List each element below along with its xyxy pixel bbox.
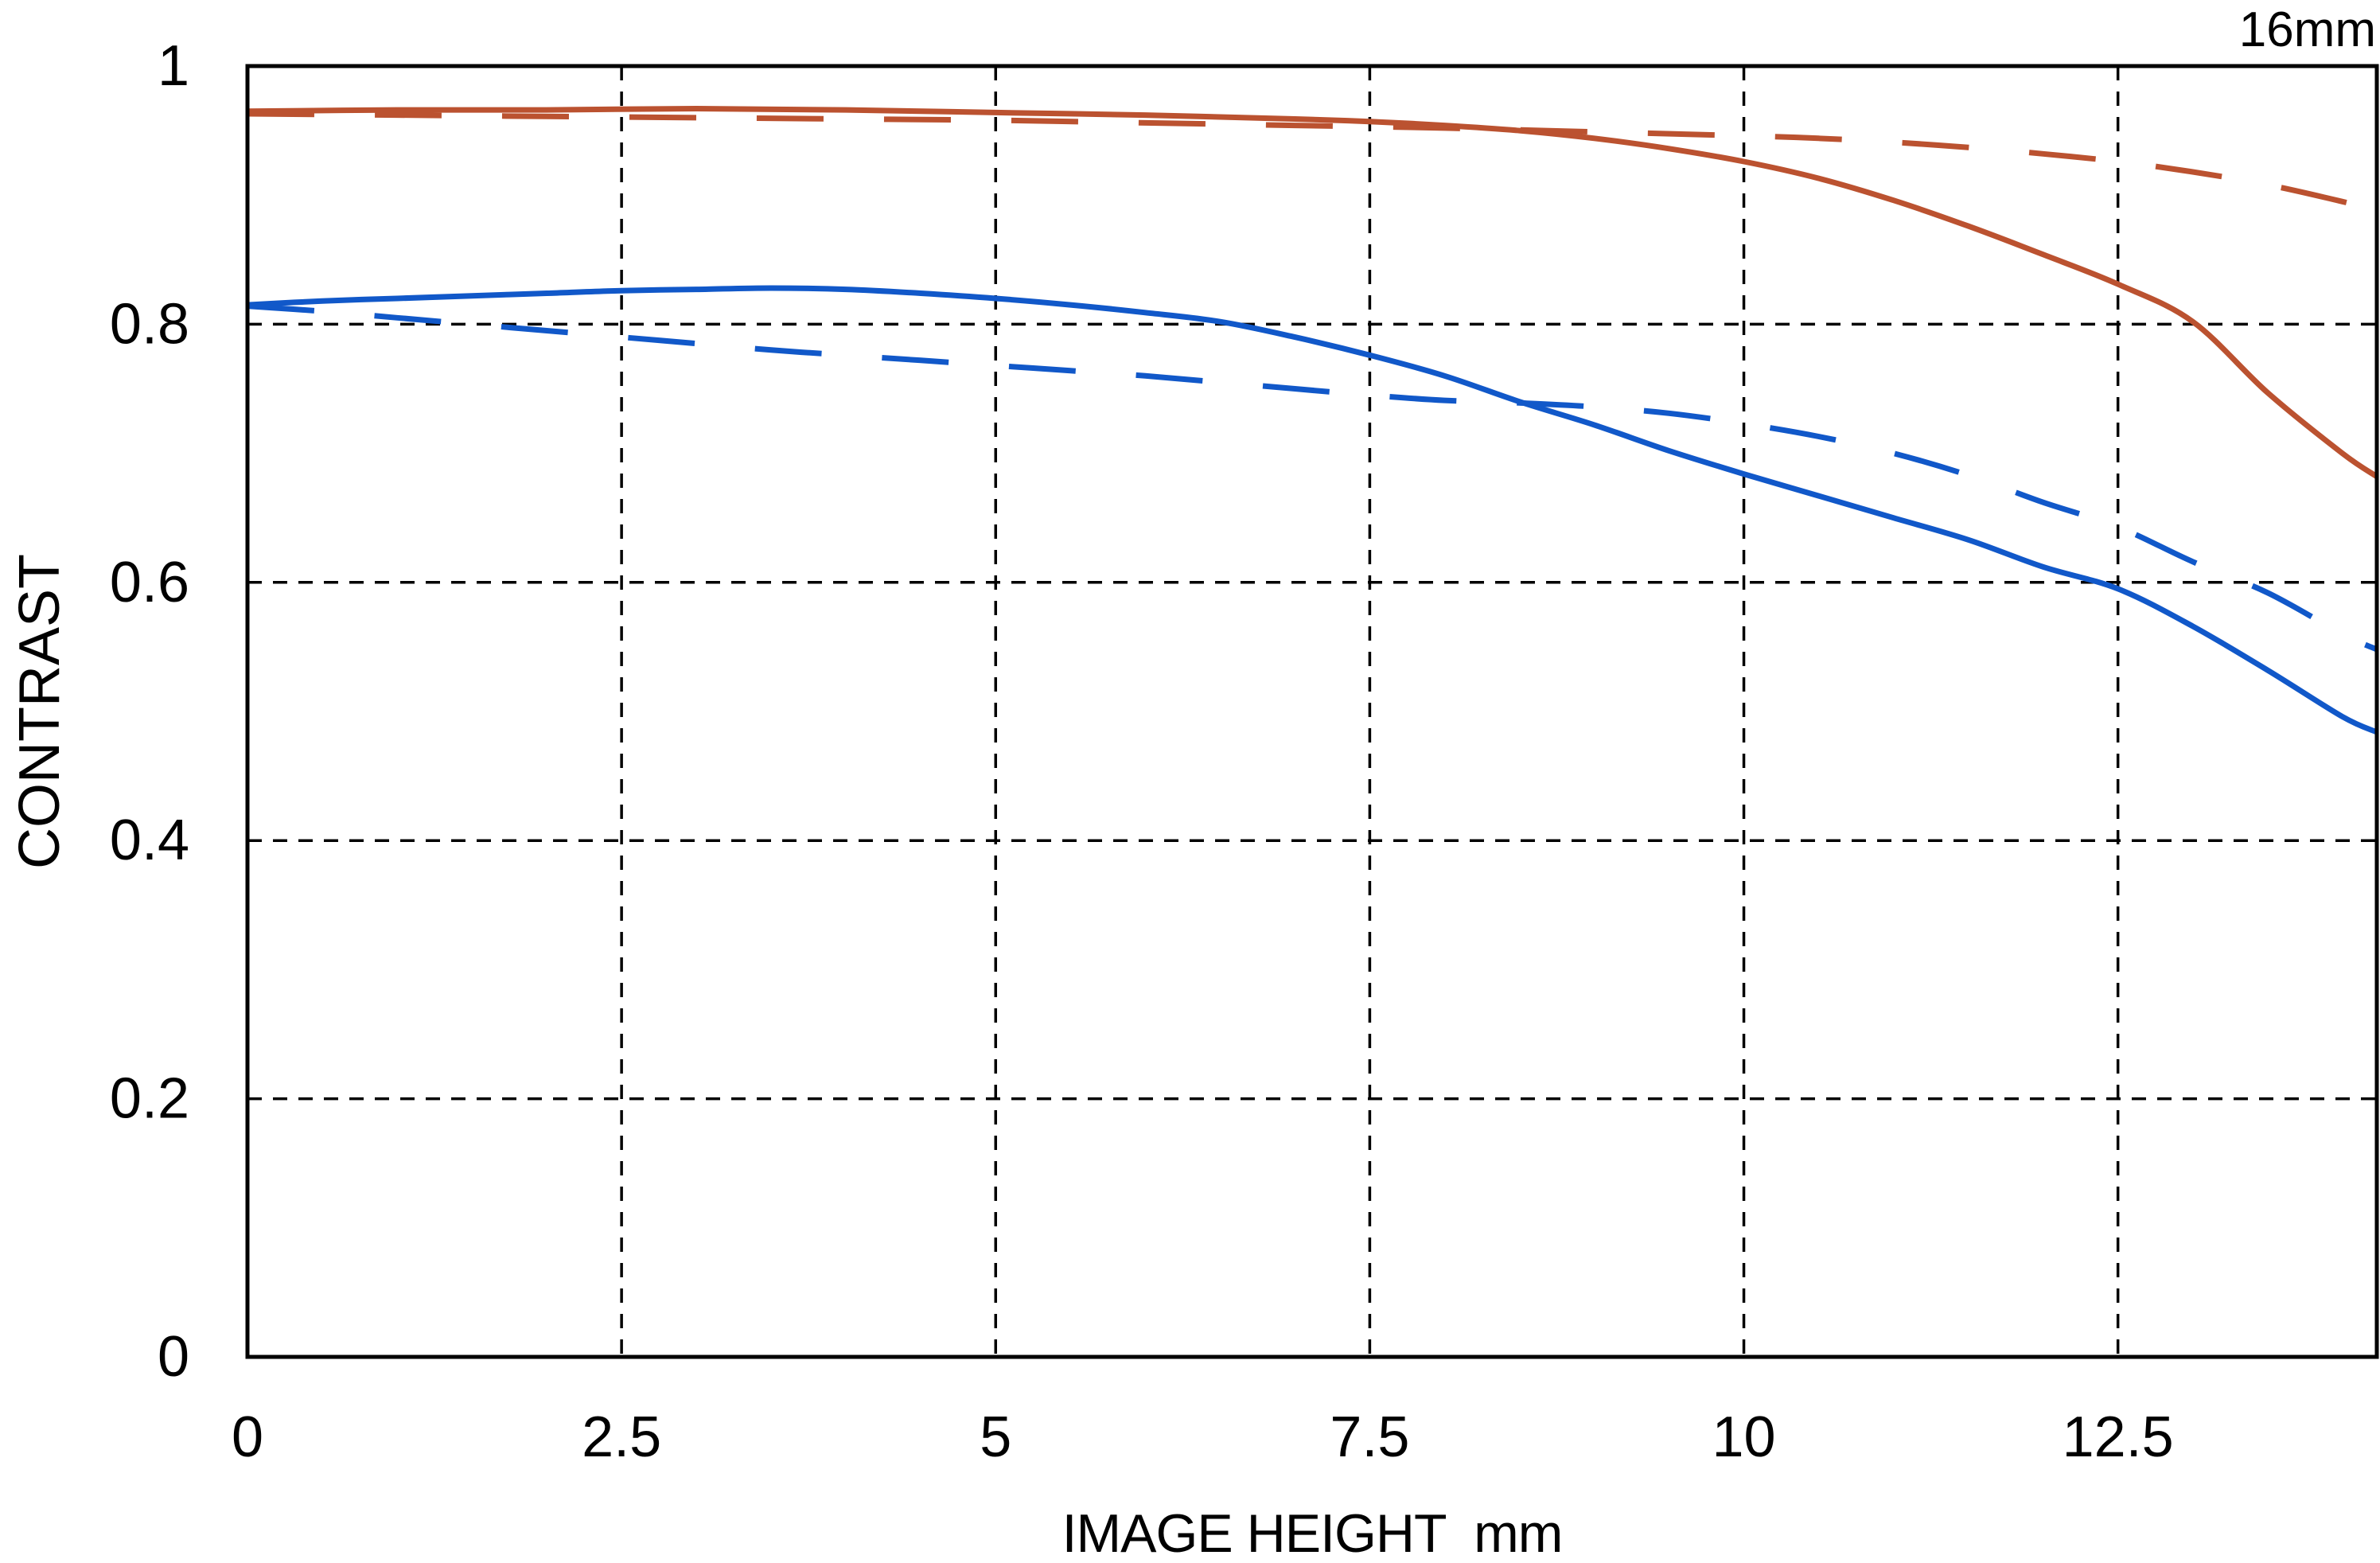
focal-length-label: 16mm [2239, 2, 2376, 57]
plot-frame [245, 64, 2379, 1359]
y-tick-label-1: 1 [158, 34, 189, 98]
y-tick-label-0: 0 [158, 1325, 189, 1389]
y-tick-label-0.8: 0.8 [110, 292, 189, 356]
y-tick-label-0.4: 0.4 [110, 809, 189, 872]
x-axis-title: IMAGE HEIGHT mm [1062, 1503, 1563, 1563]
curve-red-dashed [247, 111, 2378, 214]
x-tick-label-12.5: 12.5 [2063, 1405, 2174, 1469]
curve-blue-solid [247, 285, 2378, 735]
y-tick-label-0.6: 0.6 [110, 551, 189, 614]
x-tick-label-10: 10 [1712, 1405, 1775, 1469]
curve-blue-dashed [247, 303, 2378, 653]
y-axis-title: CONTRAST [8, 554, 72, 869]
x-tick-label-2.5: 2.5 [582, 1405, 661, 1469]
y-tick-label-0.2: 0.2 [110, 1067, 189, 1131]
x-tick-label-7.5: 7.5 [1330, 1405, 1409, 1469]
x-tick-label-0: 0 [232, 1405, 263, 1469]
x-tick-label-5: 5 [980, 1405, 1011, 1469]
curve-red-solid [247, 105, 2378, 479]
